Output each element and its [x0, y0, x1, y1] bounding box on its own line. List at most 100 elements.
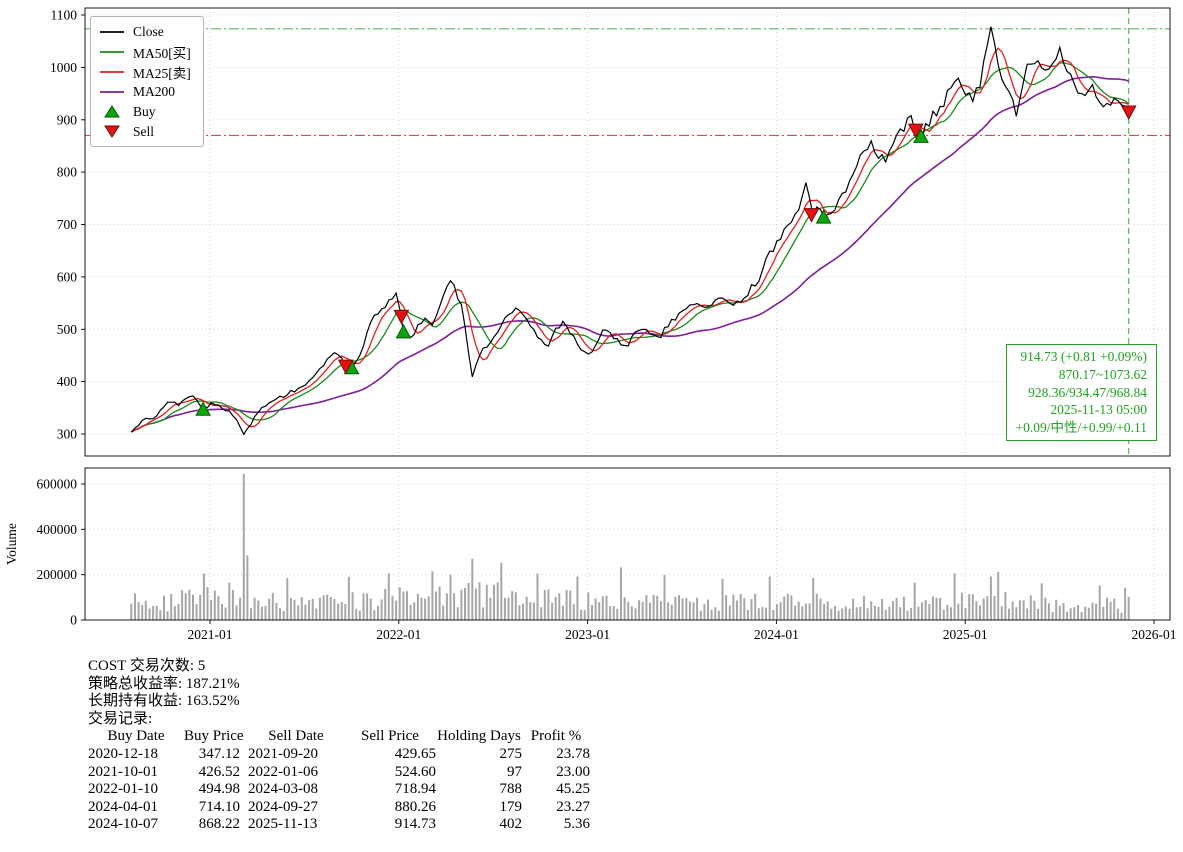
svg-text:2022-01: 2022-01 — [376, 627, 421, 642]
trade-cell: 97 — [507, 763, 522, 780]
svg-text:600: 600 — [57, 269, 78, 284]
svg-text:200000: 200000 — [37, 567, 78, 582]
svg-text:800: 800 — [57, 165, 78, 180]
trade-col-header: Sell Price — [361, 728, 419, 745]
trade-cell: 914.73 — [394, 816, 436, 833]
x-tick-labels: 2021-01 2022-01 2023-01 2024-01 2025-01 2026-… — [188, 620, 1177, 642]
legend-item-buy: Buy — [99, 103, 191, 120]
svg-text:2024-01: 2024-01 — [754, 627, 799, 642]
legend-item-sell: Sell — [99, 123, 191, 140]
svg-text:700: 700 — [57, 217, 78, 232]
trade-col-header: Buy Date — [107, 728, 165, 745]
trade-cell: 2024-03-08 — [248, 781, 318, 798]
volume-plot-border — [84, 467, 1171, 621]
legend-item-ma50: MA50[买] — [99, 43, 191, 61]
trade-row: 2020-12-18 347.12 2021-09-20 429.65 275 23.78 — [88, 746, 590, 764]
trade-cell: 2021-09-20 — [248, 745, 318, 762]
trade-cell: 2022-01-10 — [88, 781, 158, 798]
svg-text:500: 500 — [57, 322, 78, 337]
trade-col-header: Buy Price — [184, 728, 244, 745]
annotation-line: 2025-11-13 05:00 — [1050, 402, 1147, 418]
svg-text:900: 900 — [57, 112, 78, 127]
trade-table: Buy Date Buy Price Sell Date Sell Price Hold… — [88, 728, 590, 834]
trade-cell: 402 — [499, 816, 523, 833]
trade-cell: 2024-04-01 — [88, 798, 158, 815]
trade-cell: 5.36 — [563, 816, 590, 833]
annotation-line: +0.09/中性/+0.99/+0.11 — [1015, 420, 1147, 436]
price-annotation-box: 914.73 (+0.81 +0.09%) 870.17~1073.62 928.3… — [1005, 344, 1157, 441]
volume-chart-svg: 0 200000 400000 600000 2021-01 2022-01 2023-01… — [4, 467, 1177, 642]
legend-item-ma25: MA25[卖] — [99, 63, 191, 81]
trade-row: 2022-01-10 494.98 2024-03-08 718.94 788 45.25 — [88, 781, 590, 799]
annotation-line: 870.17~1073.62 — [1058, 366, 1147, 382]
annotation-line: 914.73 (+0.81 +0.09%) — [1020, 349, 1147, 364]
ma50-line — [130, 62, 1130, 433]
trade-cell: 2025-11-13 — [248, 816, 318, 833]
legend-item-ma200: MA200 — [99, 83, 191, 100]
trade-cell: 23.78 — [556, 745, 590, 762]
sell-markers — [337, 105, 1137, 375]
trade-cell: 426.52 — [198, 763, 240, 780]
volume-axis-label: Volume — [4, 523, 19, 565]
legend-item-close: Close — [99, 23, 191, 40]
legend-line-swatch — [100, 90, 124, 93]
stats-trade-count: COST 交易次数: 5 — [88, 658, 206, 674]
stats-hold-return: 长期持有收益: 163.52% — [88, 693, 240, 710]
ma200-line — [130, 75, 1129, 433]
trade-cell: 23.27 — [556, 798, 590, 815]
legend: Close MA50[买] MA25[卖] MA200 Buy Sell — [90, 16, 204, 147]
trade-table-header: Buy Date Buy Price Sell Date Sell Price Hold… — [88, 728, 590, 746]
price-chart-svg: 300 400 500 600 700 800 900 1000 1100 — [50, 7, 1171, 457]
svg-text:2025-01: 2025-01 — [943, 627, 988, 642]
price-y-tick-labels: 300 400 500 600 700 800 900 1000 1100 — [50, 8, 85, 442]
trade-cell: 347.12 — [198, 745, 240, 762]
legend-line-swatch — [100, 30, 124, 33]
svg-text:0: 0 — [70, 613, 77, 628]
legend-label: Sell — [133, 123, 155, 139]
trade-cell: 429.65 — [394, 745, 436, 762]
legend-label: Buy — [133, 103, 156, 119]
trade-cell: 2024-09-27 — [248, 798, 318, 815]
trade-cell: 494.98 — [198, 781, 240, 798]
trade-col-header: Holding Days — [437, 728, 521, 745]
buy-triangle-icon — [104, 105, 120, 118]
trade-cell: 2021-10-01 — [88, 763, 158, 780]
trade-cell: 718.94 — [394, 781, 436, 798]
trade-cell: 179 — [499, 798, 523, 815]
stats-strategy-return: 策略总收益率: 187.21% — [88, 675, 240, 692]
trade-cell: 714.10 — [198, 798, 240, 815]
trade-row: 2024-10-07 868.22 2025-11-13 914.73 402 5.36 — [88, 816, 590, 834]
trade-cell: 788 — [499, 781, 523, 798]
sell-triangle-icon — [104, 125, 120, 138]
svg-text:400000: 400000 — [37, 522, 78, 537]
annotation-line: 928.36/934.47/968.84 — [1028, 384, 1147, 400]
svg-text:300: 300 — [57, 427, 78, 442]
svg-text:2026-01: 2026-01 — [1132, 627, 1177, 642]
trade-cell: 2022-01-06 — [248, 763, 318, 780]
stats-block: COST 交易次数: 5 策略总收益率: 187.21% 长期持有收益: 163… — [88, 658, 590, 834]
trade-col-header: Profit % — [530, 728, 582, 745]
close-line — [130, 26, 1130, 436]
trade-cell: 880.26 — [394, 798, 436, 815]
legend-label: MA50[买] — [133, 45, 191, 61]
trade-cell: 275 — [499, 745, 523, 762]
svg-text:2021-01: 2021-01 — [188, 627, 233, 642]
legend-label: Close — [133, 23, 164, 39]
trade-cell: 2024-10-07 — [88, 816, 158, 833]
trade-cell: 2020-12-18 — [88, 745, 158, 762]
legend-label: MA25[卖] — [133, 65, 191, 81]
price-plot-border — [84, 7, 1171, 457]
trade-cell: 45.25 — [556, 781, 590, 798]
trade-col-header: Sell Date — [268, 728, 324, 745]
svg-text:400: 400 — [57, 374, 78, 389]
svg-text:600000: 600000 — [37, 477, 78, 492]
svg-text:1000: 1000 — [50, 60, 77, 75]
volume-y-tick-labels: 0 200000 400000 600000 — [37, 477, 85, 628]
svg-text:1100: 1100 — [51, 8, 78, 23]
svg-text:2023-01: 2023-01 — [565, 627, 610, 642]
legend-label: MA200 — [133, 83, 176, 99]
volume-bars — [130, 473, 1130, 620]
trade-row: 2021-10-01 426.52 2022-01-06 524.60 97 23.00 — [88, 764, 590, 782]
trade-cell: 868.22 — [198, 816, 240, 833]
